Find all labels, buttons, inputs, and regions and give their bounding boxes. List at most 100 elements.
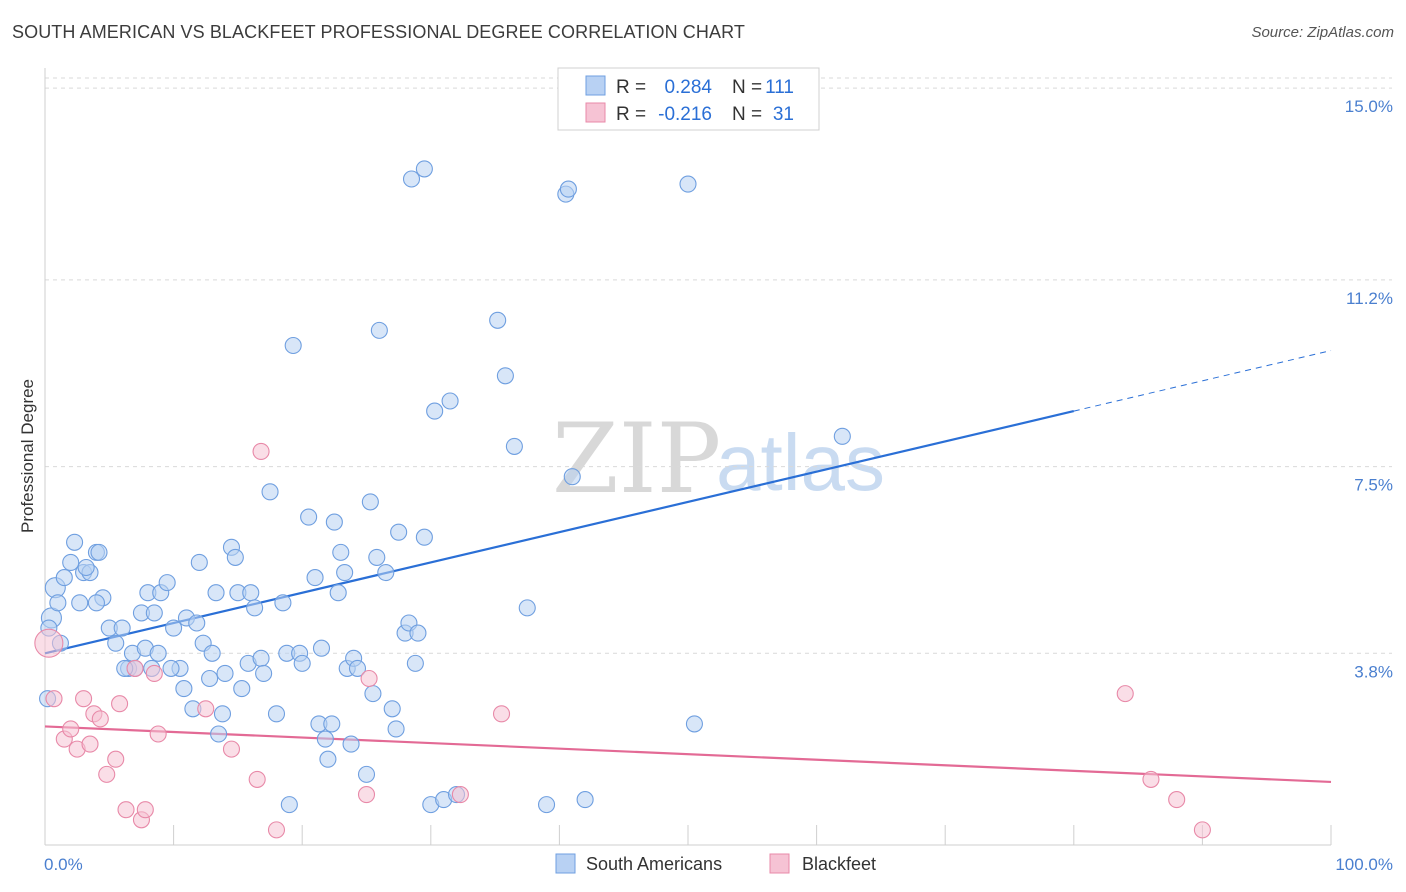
south-americans-point-52 [274,594,292,612]
south-americans-point-76 [368,548,386,566]
south-americans-point-103 [576,791,594,809]
south-americans-point-58 [300,508,318,526]
r-label-1: R = [616,77,646,98]
blackfeet-point-29 [1168,791,1186,809]
south-americans-swatch [585,75,606,96]
blackfeet-point-30 [1193,821,1211,839]
south-americans-point-84 [406,654,424,672]
blackfeet-point-25 [451,785,469,804]
legend-swatch-blackfeet [769,853,790,874]
south-americans-point-15 [113,619,131,637]
blackfeet-point-26 [492,705,511,723]
south-americans-point-105 [833,427,851,445]
south-americans-point-32 [188,614,206,632]
south-americans-point-40 [216,664,234,683]
y-axis-label: Professional Degree [18,379,37,533]
tick-labels: 3.8% 7.5% 11.2% 15.0% 0.0% 100.0% [44,97,1393,874]
south-americans-point-88 [426,402,444,420]
south-americans-point-77 [370,321,388,339]
south-americans-point-44 [233,680,251,698]
blackfeet-point-5 [75,690,93,708]
n-label-1: N = [732,77,762,98]
blackfeet-point-15 [136,801,154,819]
south-americans-point-54 [280,796,298,814]
south-americans-point-78 [377,563,395,582]
blackfeet-point-6 [81,735,99,753]
south-americans-point-90 [441,392,459,410]
y-tick-label-3: 15.0% [1345,97,1393,116]
south-americans-point-79 [383,700,401,718]
south-americans-point-93 [415,160,433,178]
south-americans-point-12 [87,594,105,612]
south-americans-point-66 [329,584,347,602]
south-americans-point-4 [62,553,80,572]
south-americans-point-27 [165,619,183,637]
south-americans-point-42 [226,548,244,566]
blackfeet-point-0 [34,628,64,658]
south-americans-point-26 [158,574,176,592]
south-americans-point-109 [77,558,95,577]
south-americans-point-85 [409,624,427,642]
y-tick-label-2: 11.2% [1346,289,1393,308]
south-americans-point-57 [293,654,311,672]
south-americans-point-70 [342,735,360,753]
legend: South Americans Blackfeet [555,853,876,874]
south-americans-point-73 [357,765,376,783]
blackfeet-point-17 [149,725,167,743]
blackfeet-point-8 [91,710,109,728]
legend-label-blackfeet: Blackfeet [802,854,876,874]
south-americans-point-74 [361,493,379,511]
blackfeet-point-21 [252,442,270,461]
south-americans-point-29 [175,680,193,698]
south-americans-point-3 [55,569,73,587]
south-americans-point-49 [255,664,273,683]
chart-title: SOUTH AMERICAN VS BLACKFEET PROFESSIONAL… [12,22,745,42]
south-americans-point-37 [207,584,225,602]
watermark-zip: ZIP [552,403,721,515]
south-americans-point-104 [685,715,703,733]
south-americans-point-39 [213,705,232,723]
blackfeet-point-13 [126,659,144,677]
south-americans-point-96 [679,175,697,193]
r-value-blackfeet: -0.216 [658,104,712,125]
south-americans-point-62 [316,730,334,748]
n-label-2: N = [732,104,762,125]
stats-box: R = 0.284 N = 111 R = -0.216 N = 31 [557,67,820,131]
south-americans-point-63 [319,750,337,768]
south-americans-point-33 [190,553,208,572]
south-americans-point-98 [496,367,514,385]
blackfeet-point-19 [222,740,241,758]
south-americans-point-59 [306,569,324,587]
blackfeet-swatch [585,102,606,123]
blackfeet-point-27 [1116,685,1134,703]
south-americans-point-80 [387,720,405,738]
blackfeet-point-16 [145,664,163,683]
south-americans-point-5 [66,533,84,551]
south-americans-point-61 [312,639,331,657]
axes [44,68,1332,846]
south-americans-point-86 [415,528,433,546]
south-americans-point-95 [559,180,577,198]
south-americans-point-97 [489,311,507,329]
south-americans-point-35 [201,669,219,688]
y-tick-label-0: 3.8% [1354,662,1393,681]
r-label-2: R = [616,104,646,125]
south-americans-point-48 [252,649,270,667]
south-americans-point-51 [267,705,286,723]
x-tick-label-0: 0.0% [44,855,83,874]
x-tick-label-1: 100.0% [1335,855,1393,874]
legend-swatch-south-americans [555,853,576,874]
south-americans-trend-extension [1073,350,1332,412]
south-americans-point-101 [537,796,556,814]
blackfeet-point-1 [45,690,63,708]
blackfeet-point-20 [248,770,266,788]
data-points [34,160,1211,839]
blackfeet-point-22 [267,821,286,839]
source-credit: Source: ZipAtlas.com [1251,24,1394,41]
y-tick-label-1: 7.5% [1354,476,1393,495]
south-americans-point-65 [325,513,343,531]
south-americans-point-50 [261,483,279,501]
south-americans-point-55 [284,336,302,355]
r-value-south-americans: 0.284 [664,77,712,98]
